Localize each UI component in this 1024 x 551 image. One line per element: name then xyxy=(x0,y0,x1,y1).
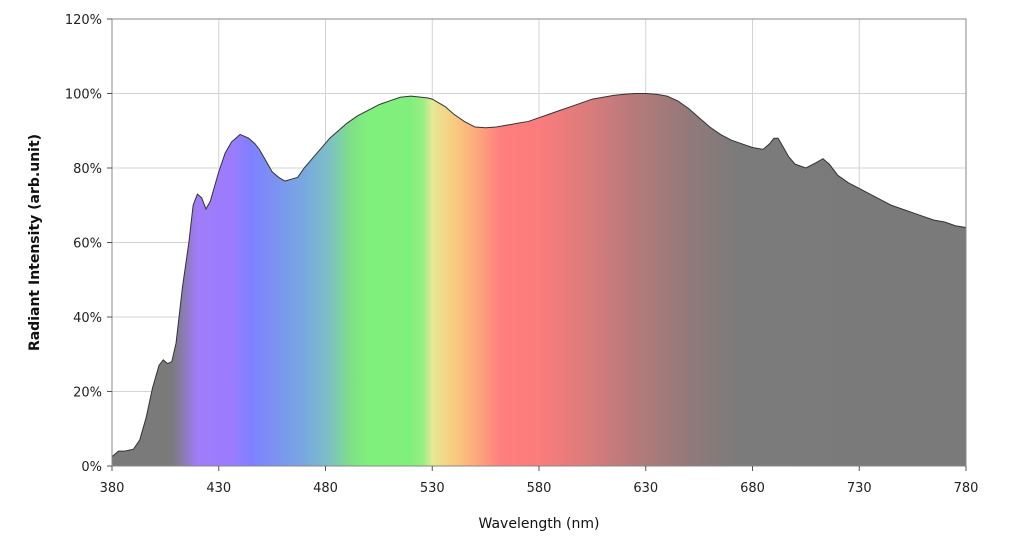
y-tick-label: 100% xyxy=(65,88,102,103)
spectrum-area xyxy=(111,93,967,467)
y-axis-title: Radiant Intensity (arb.unit) xyxy=(27,134,43,351)
y-tick-label: 0% xyxy=(81,460,102,475)
x-tick-label: 630 xyxy=(633,481,658,496)
x-tick-label: 730 xyxy=(847,481,872,496)
y-tick-label: 60% xyxy=(73,237,102,252)
x-tick-label: 430 xyxy=(206,481,231,496)
x-tick-label: 530 xyxy=(420,481,445,496)
y-tick-label: 120% xyxy=(65,13,102,28)
x-axis-title: Wavelength (nm) xyxy=(479,516,600,532)
y-tick-label: 80% xyxy=(73,162,102,177)
x-axis-ticks: 380 430 480 530 580 630 680 730 780 xyxy=(100,466,979,496)
x-tick-label: 580 xyxy=(527,481,552,496)
x-tick-label: 480 xyxy=(313,481,338,496)
x-tick-label: 380 xyxy=(100,481,125,496)
y-tick-label: 20% xyxy=(73,386,102,401)
y-axis-ticks: 0% 20% 40% 60% 80% 100% 120% xyxy=(65,13,112,475)
y-tick-label: 40% xyxy=(73,311,102,326)
x-tick-label: 680 xyxy=(740,481,765,496)
x-tick-label: 780 xyxy=(954,481,979,496)
